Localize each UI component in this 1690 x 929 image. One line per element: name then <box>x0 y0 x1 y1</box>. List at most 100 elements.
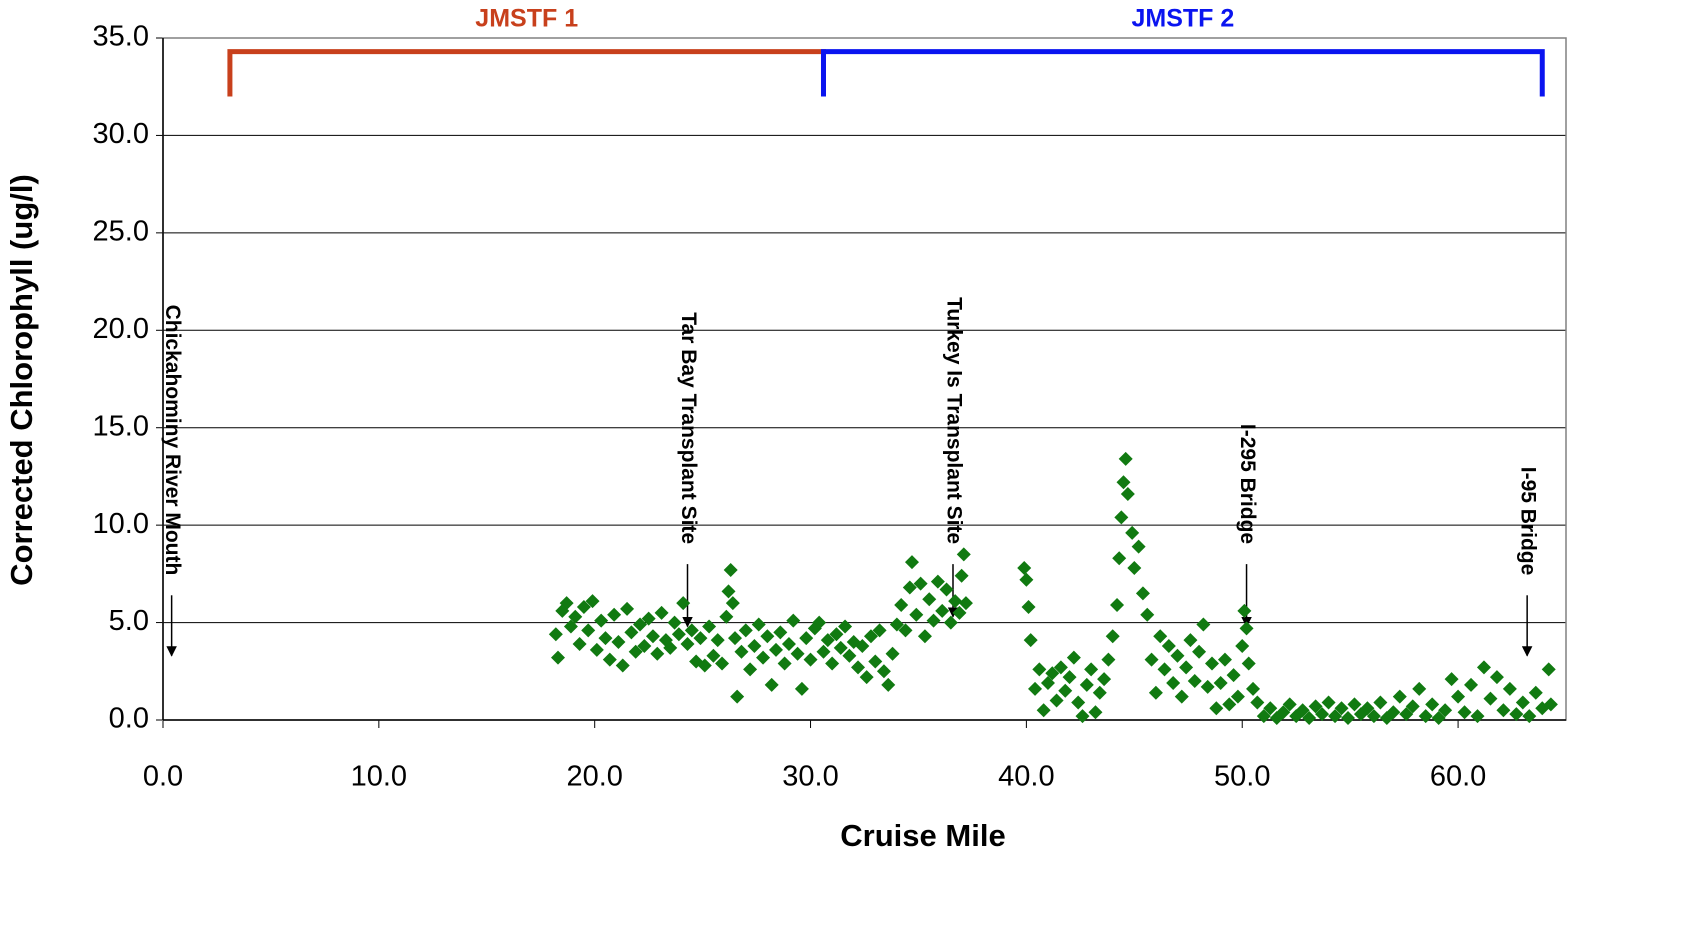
data-point <box>781 637 796 652</box>
data-point <box>1528 685 1543 700</box>
data-point <box>859 670 874 685</box>
x-tick-label: 30.0 <box>782 761 838 793</box>
data-point <box>1366 709 1381 724</box>
data-point <box>1148 685 1163 700</box>
bracket-label: JMSTF 2 <box>1131 5 1234 33</box>
data-point <box>803 652 818 667</box>
data-point <box>1088 705 1103 720</box>
data-point <box>1021 599 1036 614</box>
data-point <box>1153 629 1168 644</box>
data-point <box>773 625 788 640</box>
data-point <box>1023 633 1038 648</box>
data-point <box>1315 707 1330 722</box>
data-point <box>1522 709 1537 724</box>
data-point <box>747 638 762 653</box>
data-point <box>1217 652 1232 667</box>
data-point <box>876 664 891 679</box>
data-point <box>602 652 617 667</box>
y-tick-label: 20.0 <box>93 313 149 345</box>
data-point <box>939 582 954 597</box>
data-point <box>680 637 695 652</box>
site-label: Turkey Is Transplant Site <box>942 297 965 544</box>
x-tick-label: 0.0 <box>143 761 183 793</box>
data-point <box>1509 707 1524 722</box>
data-point <box>930 574 945 589</box>
data-point <box>1125 525 1140 540</box>
data-point <box>1476 660 1491 675</box>
data-point <box>637 638 652 653</box>
data-point <box>838 619 853 634</box>
data-point <box>956 547 971 562</box>
bracket-label: JMSTF 1 <box>475 5 578 33</box>
data-point <box>943 615 958 630</box>
data-point <box>948 594 963 609</box>
data-point <box>730 689 745 704</box>
data-point <box>721 584 736 599</box>
data-point <box>550 650 565 665</box>
x-tick-label: 10.0 <box>351 761 407 793</box>
data-point <box>1360 701 1375 716</box>
plot-frame <box>162 37 1567 721</box>
data-point <box>1515 695 1530 710</box>
y-tick-label: 10.0 <box>93 508 149 540</box>
data-point <box>1019 572 1034 587</box>
data-point <box>1226 668 1241 683</box>
data-point <box>1230 689 1245 704</box>
data-point <box>1334 701 1349 716</box>
data-point <box>624 625 639 640</box>
data-point <box>1496 703 1511 718</box>
data-point <box>1502 681 1517 696</box>
data-point <box>1105 629 1120 644</box>
data-point <box>615 658 630 673</box>
data-point <box>1213 675 1228 690</box>
site-label: I-95 Bridge <box>1517 467 1540 576</box>
y-axis-title: Corrected Chlorophyll (ug/l) <box>4 174 39 586</box>
data-point <box>1157 662 1172 677</box>
data-point <box>1017 561 1032 576</box>
data-point <box>935 603 950 618</box>
data-point <box>1075 709 1090 724</box>
data-point <box>1282 697 1297 712</box>
data-point <box>725 596 740 611</box>
data-point <box>1483 691 1498 706</box>
data-point <box>1097 672 1112 687</box>
data-point <box>702 619 717 634</box>
x-tick-label: 60.0 <box>1430 761 1486 793</box>
data-point <box>697 658 712 673</box>
data-point <box>790 646 805 661</box>
data-point <box>1040 675 1055 690</box>
data-point <box>645 629 660 644</box>
data-point <box>1192 644 1207 659</box>
data-point <box>1543 697 1558 712</box>
data-point <box>855 638 870 653</box>
data-point <box>1235 638 1250 653</box>
y-tick-label: 0.0 <box>109 703 149 735</box>
data-point <box>760 629 775 644</box>
data-point <box>913 576 928 591</box>
data-point <box>684 623 699 638</box>
data-point <box>650 646 665 661</box>
data-point <box>1127 561 1142 576</box>
data-point <box>1489 670 1504 685</box>
data-point <box>1328 709 1343 724</box>
data-point <box>628 644 643 659</box>
data-point <box>1092 685 1107 700</box>
data-point <box>1451 689 1466 704</box>
bracket <box>227 49 826 97</box>
data-point <box>1071 695 1086 710</box>
data-point <box>723 562 738 577</box>
data-point <box>1079 677 1094 692</box>
data-point <box>594 613 609 628</box>
data-point <box>1179 660 1194 675</box>
data-point <box>1187 674 1202 689</box>
data-point <box>952 605 967 620</box>
data-point <box>1196 617 1211 632</box>
data-point <box>872 623 887 638</box>
data-point <box>1425 697 1440 712</box>
data-point <box>1028 681 1043 696</box>
data-point <box>734 644 749 659</box>
data-point <box>1386 705 1401 720</box>
data-point <box>559 596 574 611</box>
data-point <box>889 617 904 632</box>
